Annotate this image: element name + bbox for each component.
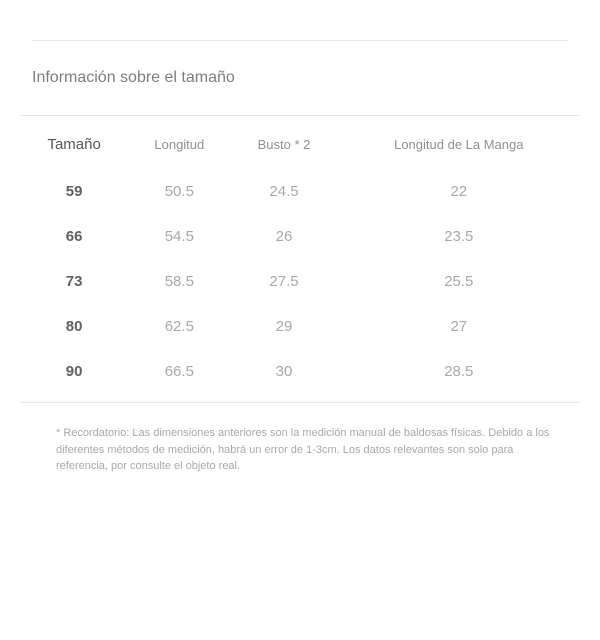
size-table: Tamaño Longitud Busto * 2 Longitud de La…	[20, 116, 580, 402]
cell-bust: 24.5	[230, 169, 337, 214]
cell-sleeve: 25.5	[338, 259, 580, 304]
cell-bust: 27.5	[230, 259, 337, 304]
col-header-size: Tamaño	[20, 116, 128, 169]
cell-size: 59	[20, 169, 128, 214]
cell-bust: 26	[230, 214, 337, 259]
size-info-card: { "section_title": "Información sobre el…	[0, 40, 600, 640]
footnote: * Recordatorio: Las dimensiones anterior…	[56, 425, 560, 475]
size-table-body: 59 50.5 24.5 22 66 54.5 26 23.5 73 58.5 …	[20, 169, 580, 402]
table-row: 90 66.5 30 28.5	[20, 349, 580, 402]
cell-size: 90	[20, 349, 128, 402]
cell-size: 80	[20, 304, 128, 349]
table-row: 59 50.5 24.5 22	[20, 169, 580, 214]
cell-length: 62.5	[128, 304, 230, 349]
col-header-length: Longitud	[128, 116, 230, 169]
cell-sleeve: 23.5	[338, 214, 580, 259]
cell-length: 66.5	[128, 349, 230, 402]
cell-size: 73	[20, 259, 128, 304]
table-row: 80 62.5 29 27	[20, 304, 580, 349]
col-header-sleeve: Longitud de La Manga	[338, 116, 580, 169]
cell-length: 58.5	[128, 259, 230, 304]
size-table-wrap: Tamaño Longitud Busto * 2 Longitud de La…	[20, 115, 580, 403]
top-divider	[32, 40, 568, 41]
cell-length: 54.5	[128, 214, 230, 259]
col-header-bust: Busto * 2	[230, 116, 337, 169]
cell-sleeve: 27	[338, 304, 580, 349]
cell-bust: 30	[230, 349, 337, 402]
cell-bust: 29	[230, 304, 337, 349]
cell-sleeve: 28.5	[338, 349, 580, 402]
section-title: Información sobre el tamaño	[32, 69, 600, 87]
cell-sleeve: 22	[338, 169, 580, 214]
cell-length: 50.5	[128, 169, 230, 214]
cell-size: 66	[20, 214, 128, 259]
table-header-row: Tamaño Longitud Busto * 2 Longitud de La…	[20, 116, 580, 169]
table-row: 66 54.5 26 23.5	[20, 214, 580, 259]
table-row: 73 58.5 27.5 25.5	[20, 259, 580, 304]
